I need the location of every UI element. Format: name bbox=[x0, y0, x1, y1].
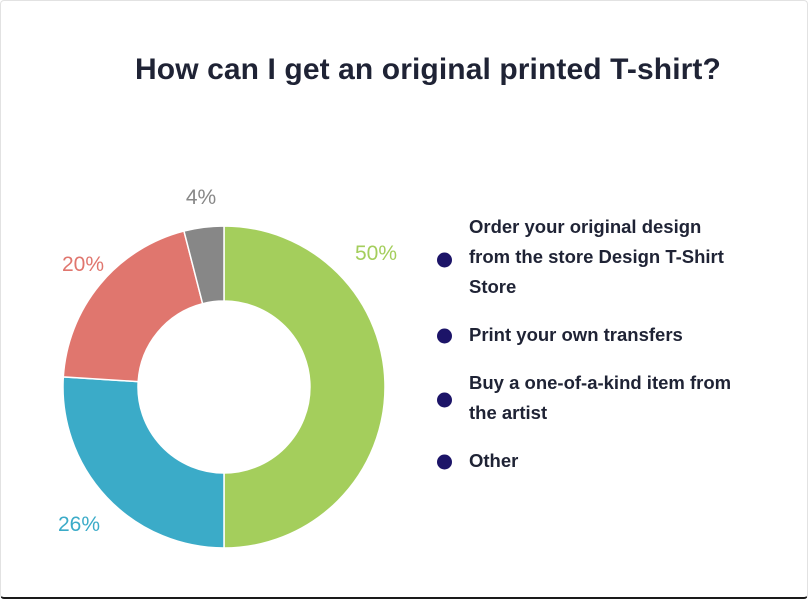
svg-text:26%: 26% bbox=[58, 513, 100, 536]
svg-text:50%: 50% bbox=[355, 242, 397, 265]
svg-text:4%: 4% bbox=[186, 186, 216, 209]
svg-text:20%: 20% bbox=[62, 253, 104, 276]
